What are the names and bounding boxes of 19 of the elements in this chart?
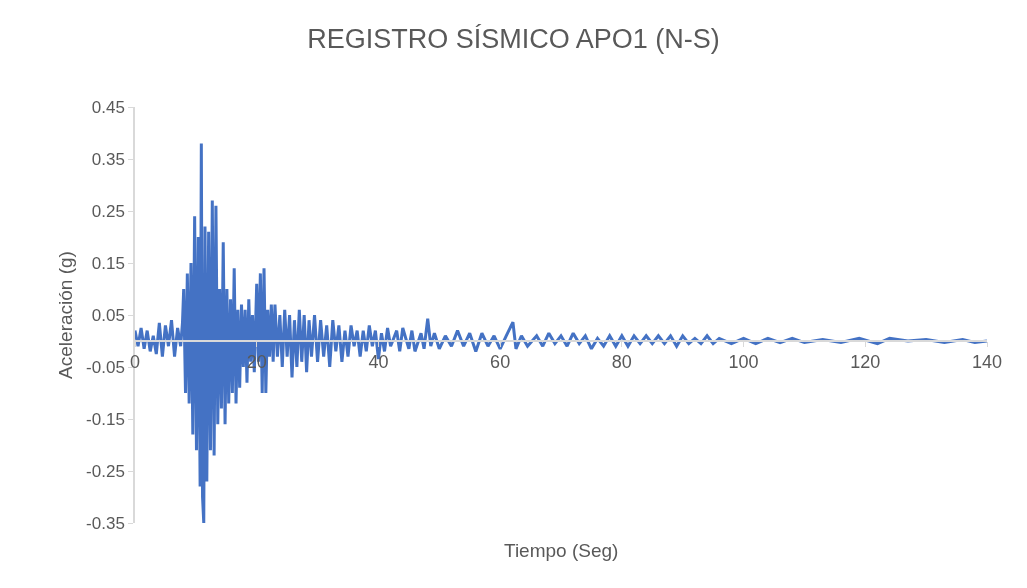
y-tick-label: 0.05 — [91, 305, 125, 325]
y-tick-label: -0.05 — [86, 357, 125, 377]
x-tick-label: 140 — [971, 352, 1003, 373]
y-axis-title: Aceleración (g) — [55, 251, 77, 379]
y-tick-label: -0.15 — [86, 409, 125, 429]
chart-title: REGISTRO SÍSMICO APO1 (N-S) — [307, 24, 720, 55]
x-tick-label: 120 — [850, 352, 881, 373]
y-tick-label: 0.35 — [91, 149, 125, 169]
x-tick-label: 100 — [728, 352, 759, 373]
x-tick-label: 80 — [611, 352, 632, 373]
x-tick-label: 60 — [490, 352, 511, 373]
x-tick-label: 0 — [129, 352, 141, 373]
y-tick-label: 0.15 — [91, 253, 125, 273]
y-tick-label: -0.25 — [86, 461, 125, 481]
x-axis-title: Tiempo (Seg) — [504, 540, 619, 561]
y-tick-label: 0.45 — [91, 97, 125, 117]
y-tick-label: 0.25 — [91, 201, 125, 221]
x-tick-label: 40 — [368, 352, 389, 373]
y-tick-label: -0.35 — [86, 513, 125, 533]
